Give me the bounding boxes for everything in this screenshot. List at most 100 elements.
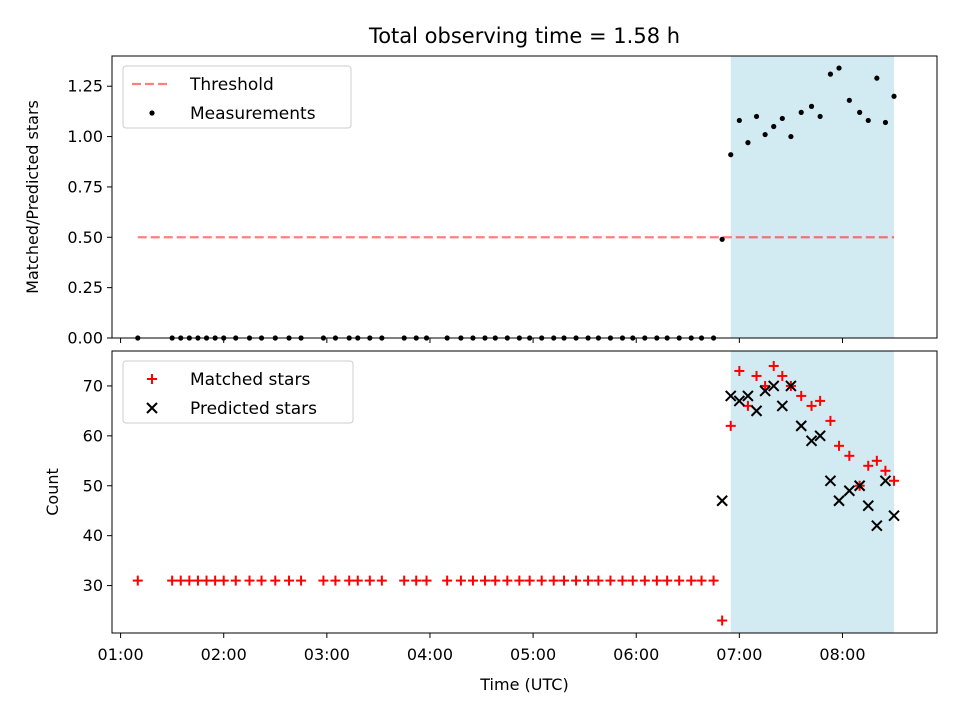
matched-starspoint [734, 365, 745, 376]
lower-panel: 30 40 50 60 70 01:00 02:00 03:00 04:00 05:00 06:0… [43, 350, 938, 694]
lower-y-axis: 30 40 50 60 70 [83, 376, 112, 595]
measurementspoint [808, 103, 815, 109]
matched-starspoint [708, 575, 719, 586]
matched-starspoint [296, 575, 307, 586]
legend-label: Threshold [189, 75, 274, 95]
matched-starspoint [318, 575, 329, 586]
observing-window-shade [730, 351, 895, 633]
matched-starspoint [617, 575, 628, 586]
y-tick-label: 0.00 [67, 329, 103, 348]
matched-starspoint [627, 575, 638, 586]
measurementspoint [728, 152, 734, 158]
predicted-starspoint [888, 510, 900, 522]
x-tick-label: 02:00 [201, 645, 247, 664]
matched-starspoint [442, 575, 453, 586]
predicted-starspoint-b [776, 400, 789, 412]
predicted-starspoint-b [853, 480, 866, 492]
matched-starspoint [244, 575, 255, 586]
matched-starspoint [796, 390, 807, 401]
matched-starspoint [725, 420, 736, 431]
chart-title: Total observing time = 1.58 h [368, 24, 680, 48]
matched-starspoint [871, 455, 882, 466]
x-tick-label: 08:00 [819, 645, 865, 664]
legend-label: Measurements [190, 104, 316, 124]
matched-starspoint [421, 575, 432, 586]
predicted-starspoint [750, 405, 763, 417]
matched-starspoint [218, 575, 229, 586]
matched-starspoint [364, 575, 375, 586]
predicted-starspoint [785, 380, 797, 392]
predicted-starspoint [795, 420, 807, 432]
matched-starspoint [230, 575, 241, 586]
matched-starspoint [777, 370, 788, 381]
predicted-starspoint [824, 475, 837, 487]
matched-starspoint [889, 475, 900, 486]
matched-starspoint [880, 465, 891, 476]
x-tick-label: 01:00 [98, 645, 144, 664]
matched-starspoint [863, 460, 874, 471]
y-tick-label: 40 [83, 526, 103, 545]
matched-starspoint [479, 575, 490, 586]
lower-legend: Matched stars Predicted stars [122, 360, 354, 424]
measurementspoint [736, 117, 742, 124]
matched-starspoint [742, 400, 753, 411]
matched-starspoint [411, 575, 422, 586]
legend-label: Predicted stars [190, 399, 317, 419]
matched-starspoint [825, 415, 836, 426]
upper-plot-frame [111, 55, 938, 339]
upper-x-ticks [120, 338, 843, 343]
measurementspoint [798, 109, 804, 115]
predicted-starspoint-b [785, 380, 797, 392]
y-tick-label: 1.00 [67, 127, 103, 146]
matched-starspoint [834, 440, 845, 451]
matched-starspoint [175, 575, 186, 586]
measurementspoint [874, 75, 880, 81]
predicted-starspoint [805, 435, 818, 447]
predicted-starspoint-b [795, 420, 807, 432]
measurementspoint [788, 133, 794, 140]
matched-starspoint [201, 575, 212, 586]
measurementspoint [827, 71, 834, 77]
matched-starspoint [330, 575, 341, 586]
matched-starspoint [651, 575, 662, 586]
predicted-starspoint-b [750, 405, 763, 417]
predicted-starspoint [768, 380, 780, 392]
matched-starspoint [399, 575, 410, 586]
measurementspoint [719, 236, 725, 242]
upper-panel: 0.00 0.25 0.50 0.75 1.00 1.25 Total observing… [23, 24, 938, 348]
predicted-starspoint [776, 400, 789, 412]
predicted-starspoint [716, 495, 728, 507]
predicted-starspoint [759, 385, 771, 397]
upper-y-axis-label: Matched/Predicted stars [23, 100, 42, 294]
matched-starspoint [662, 575, 673, 586]
predicted-starspoint-b [814, 430, 826, 442]
matched-starspoint [717, 615, 728, 626]
predicted-starspoint-b [871, 519, 883, 532]
matched-starspoint [192, 575, 203, 586]
predicted-starspoint-b [716, 495, 728, 507]
predicted-starspoint [742, 390, 754, 402]
x-tick-label: 04:00 [407, 645, 453, 664]
predicted-starspoint-b [824, 475, 837, 487]
lower-x-axis: 01:00 02:00 03:00 04:00 05:00 06:00 07:00 08:00 [98, 633, 866, 664]
predicted-starspoint-b [888, 510, 900, 522]
matched-starspoint [184, 575, 195, 586]
measurementspoint [779, 115, 785, 122]
y-tick-label: 70 [83, 376, 103, 395]
measurementspoint [846, 97, 852, 103]
matched-starspoint [467, 575, 478, 586]
matched-starspoint [696, 575, 707, 586]
legend-swatch-dot [149, 110, 155, 116]
predicted-starspoint [871, 519, 883, 532]
measurementspoint [817, 113, 823, 120]
y-tick-label: 50 [83, 476, 103, 495]
matched-starspoint [571, 575, 582, 586]
matched-starspoint [167, 575, 178, 586]
predicted-starspoint-b [768, 380, 780, 392]
predicted-starspoint-b [805, 435, 818, 447]
matched-starspoint [768, 360, 779, 371]
matched-starspoint [548, 575, 559, 586]
x-tick-label: 05:00 [510, 645, 556, 664]
y-tick-label: 0.50 [67, 228, 103, 247]
